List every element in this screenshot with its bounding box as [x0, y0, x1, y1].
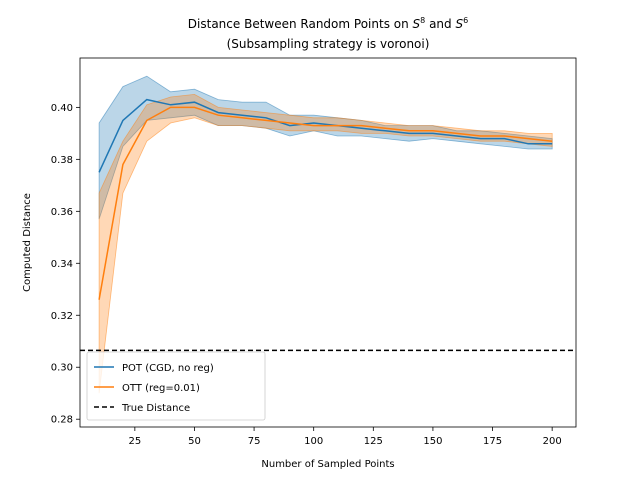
x-tick-label: 200 — [543, 436, 562, 447]
x-tick-label: 100 — [304, 436, 323, 447]
y-tick-label: 0.34 — [51, 259, 73, 270]
x-axis-ticks: 25 50 75 100 125 150 175 200 — [128, 427, 562, 447]
legend: POT (CGD, no reg) OTT (reg=0.01) True Di… — [86, 351, 266, 421]
x-axis-label: Number of Sampled Points — [261, 459, 394, 470]
series-line-ott — [98, 106, 553, 300]
series-line-pot — [98, 98, 553, 173]
x-tick-label: 25 — [128, 436, 141, 447]
x-tick-label: 150 — [423, 436, 442, 447]
y-axis-label: Computed Distance — [22, 193, 33, 292]
y-tick-label: 0.36 — [51, 207, 73, 218]
legend-label-true-distance: True Distance — [121, 403, 190, 414]
y-tick-label: 0.28 — [51, 415, 73, 426]
legend-label-ott: OTT (reg=0.01) — [122, 383, 200, 394]
x-tick-label: 175 — [483, 436, 502, 447]
x-tick-label: 75 — [248, 436, 261, 447]
chart-title-line1: Distance Between Random Points on S8 and… — [188, 16, 468, 31]
chart-title-line2: (Subsampling strategy is voronoi) — [227, 37, 430, 51]
legend-box — [86, 351, 266, 421]
x-tick-label: 125 — [364, 436, 383, 447]
legend-label-pot: POT (CGD, no reg) — [122, 363, 214, 374]
plot-frame — [79, 57, 577, 428]
y-tick-label: 0.38 — [51, 155, 73, 166]
y-tick-label: 0.30 — [51, 363, 73, 374]
series-lines — [98, 98, 553, 300]
y-tick-label: 0.32 — [51, 311, 73, 322]
y-tick-label: 0.40 — [51, 103, 73, 114]
x-tick-label: 50 — [188, 436, 201, 447]
y-axis-ticks: 0.28 0.30 0.32 0.34 0.36 0.38 0.40 — [51, 103, 80, 426]
